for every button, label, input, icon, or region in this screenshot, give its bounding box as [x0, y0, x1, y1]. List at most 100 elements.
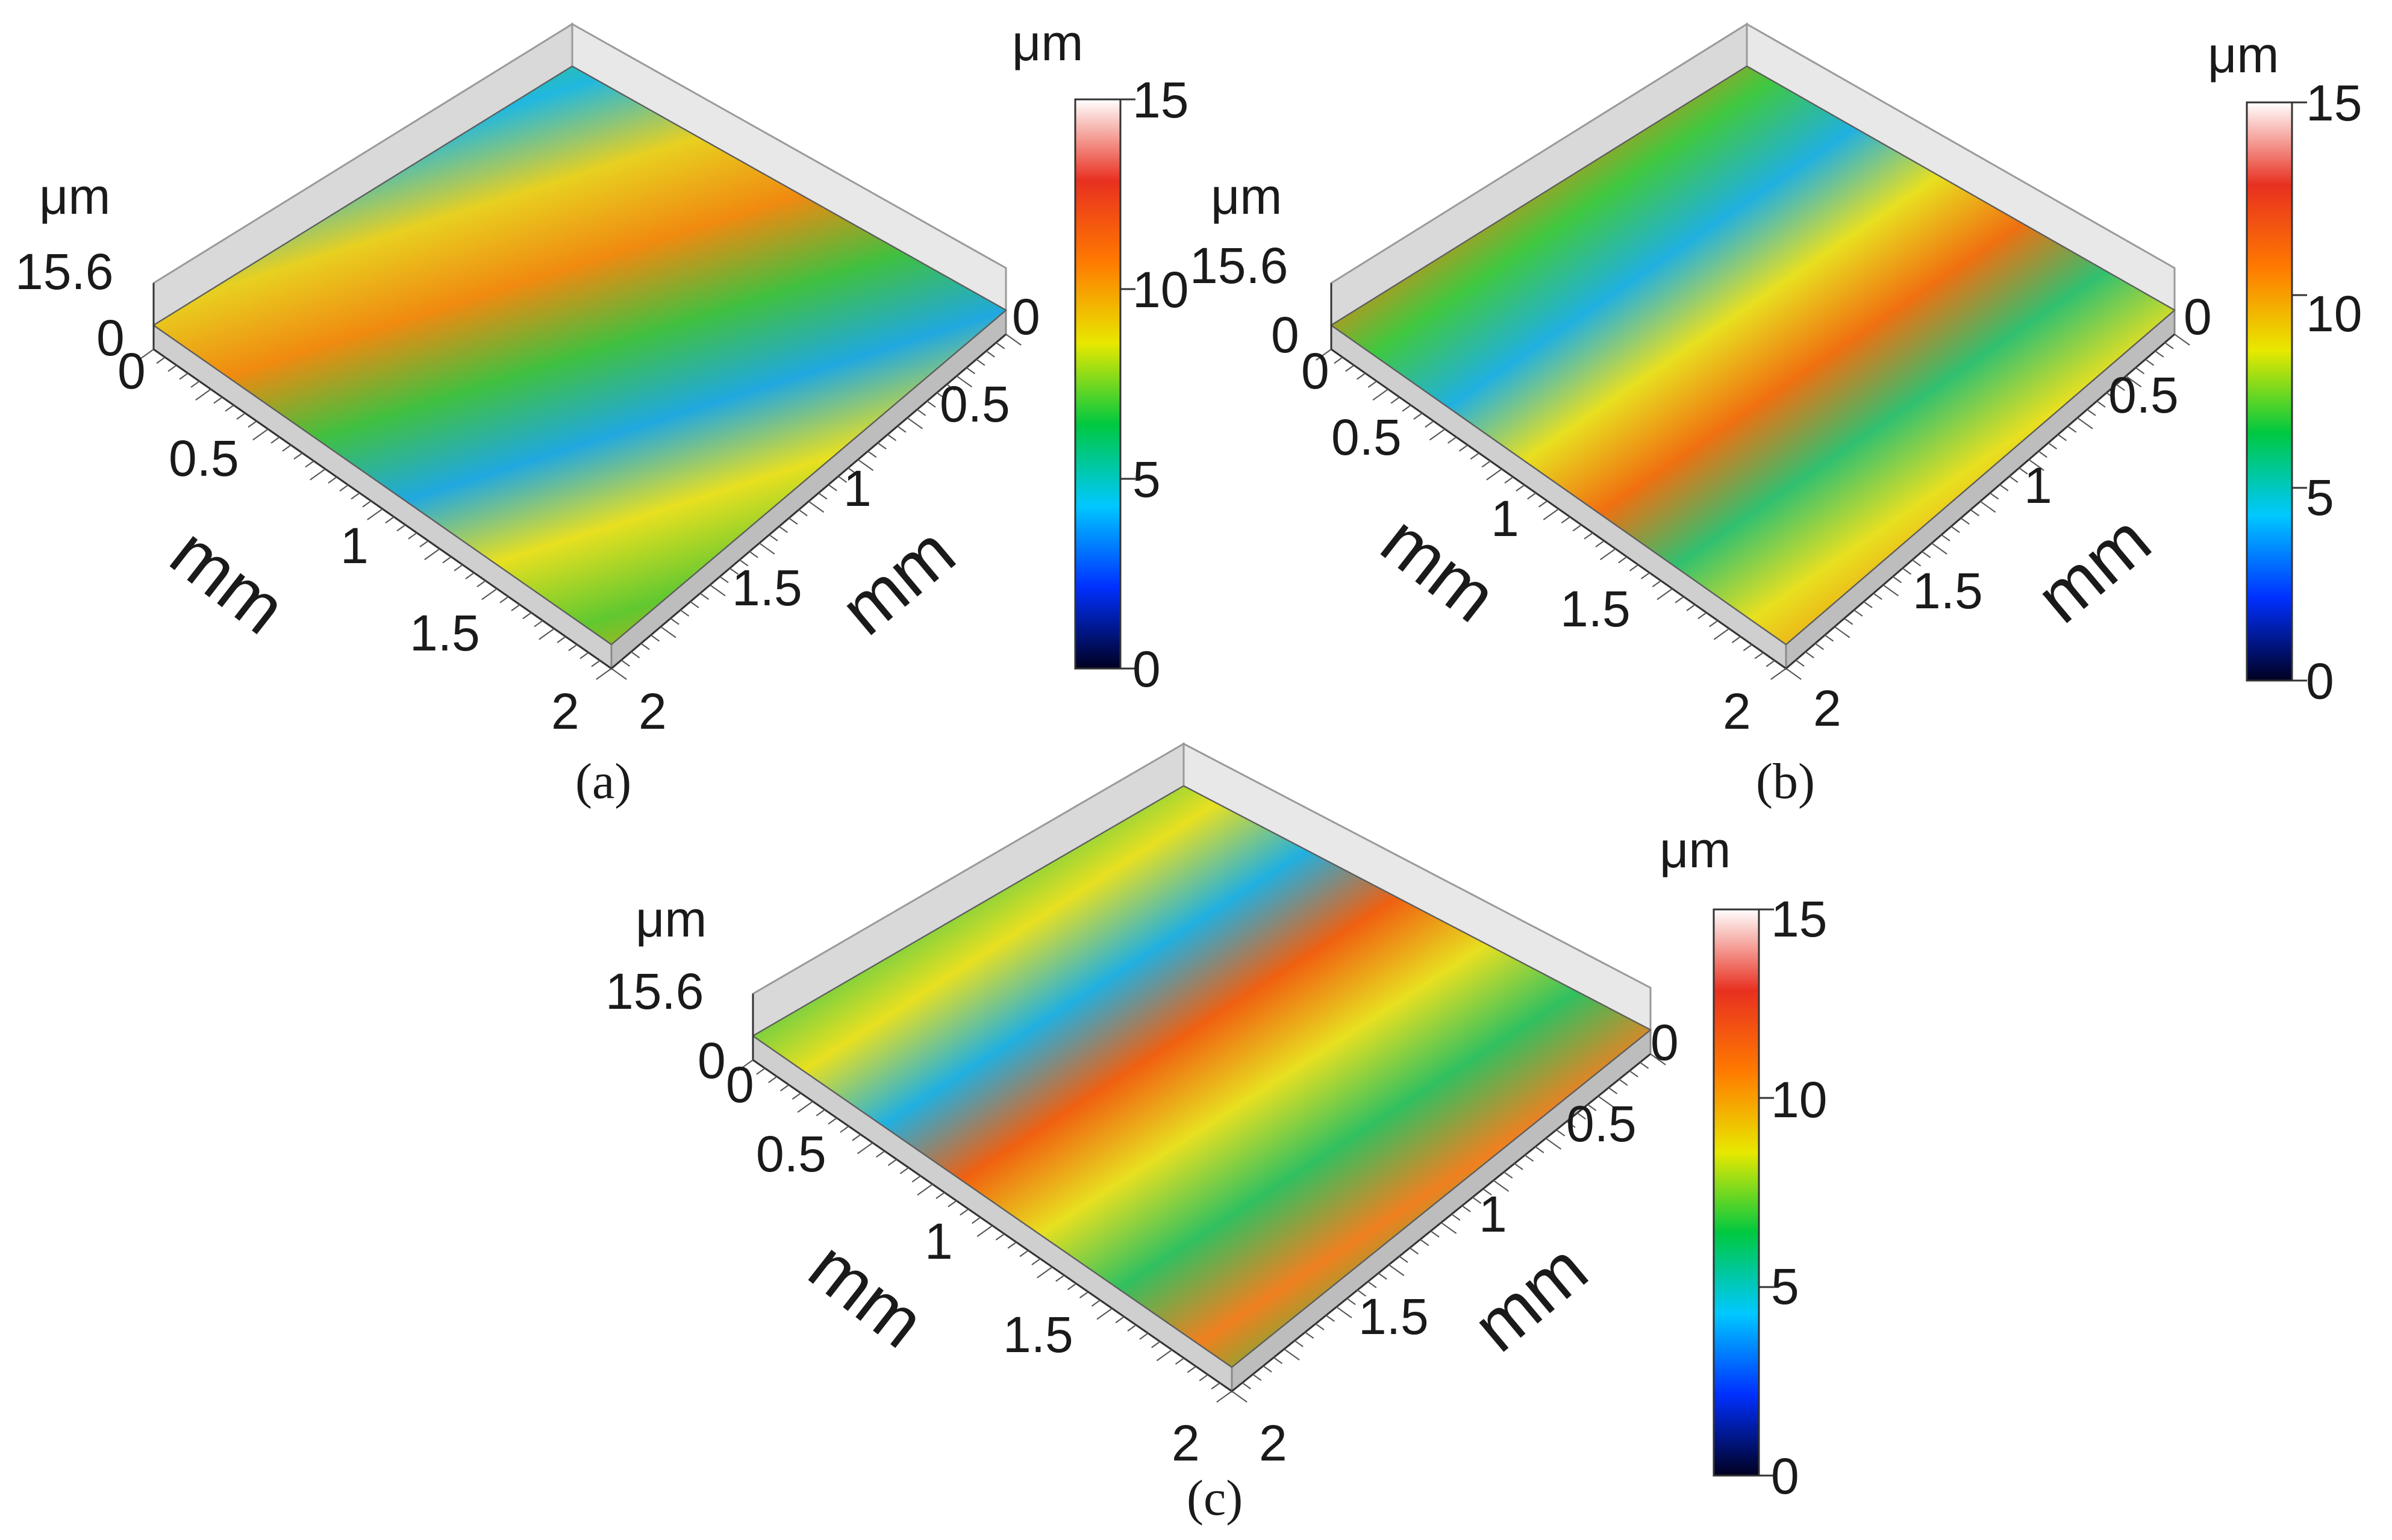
ticks-c-x-tick-34: [1151, 1341, 1161, 1348]
ticks-c-x-tick-1: [756, 1067, 766, 1075]
ticks-c-x-tick-36: [1175, 1358, 1185, 1365]
ticks-b-y-tick-19: [1970, 509, 1979, 517]
ticks-a-x-tick-22: [396, 524, 406, 532]
ticks-a-x-tick-40: [596, 668, 612, 680]
panel-c-colorbar-unit: μm: [1660, 821, 1731, 878]
panel-b-x-unit-label: mm: [1367, 500, 1511, 638]
panel-c-y-tick-1: 0.5: [1566, 1096, 1637, 1152]
panel-b-y-tick-0: 0: [2184, 288, 2212, 345]
ticks-a-x-tick-9: [248, 420, 257, 428]
panel-c-x-tick-1: 0.5: [756, 1126, 826, 1182]
panel-b-x-minor-ticks: [1316, 349, 1787, 680]
ticks-c-y-tick-26: [1504, 1171, 1513, 1179]
ticks-a-y-tick-22: [828, 484, 837, 491]
ticks-a-y-tick-31: [917, 409, 926, 416]
ticks-a-y-tick-26: [867, 450, 877, 458]
ticks-b-y-tick-26: [2038, 450, 2047, 458]
ticks-a-y-tick-8: [690, 601, 699, 608]
ticks-c-x-tick-21: [995, 1233, 1005, 1241]
ticks-c-y-tick-22: [1461, 1205, 1471, 1212]
ticks-a-y-tick-19: [798, 509, 808, 517]
ticks-c-x-tick-31: [1115, 1316, 1125, 1324]
ticks-c-y-tick-20: [1440, 1222, 1457, 1234]
panel-a-z-max-label: 15.6: [15, 243, 114, 300]
panel-a-x-tick-3: 1.5: [410, 605, 480, 661]
ticks-b-y-tick-11: [1892, 576, 1902, 584]
ticks-c-y-tick-12: [1357, 1289, 1367, 1297]
panel-c-colorbar-tick-0: 0: [1771, 1448, 1799, 1504]
ticks-a-y-tick-30: [907, 417, 923, 429]
panel-a-x-tick-4: 2: [551, 683, 579, 740]
ticks-c-x-tick-7: [828, 1117, 837, 1125]
ticks-b-y-tick-8: [1863, 601, 1873, 608]
ticks-a-x-tick-6: [213, 396, 223, 404]
ticks-c-y-tick-38: [1629, 1070, 1638, 1077]
ticks-a-y-tick-3: [640, 643, 650, 650]
ticks-c-y-tick-25: [1493, 1180, 1510, 1192]
ticks-b-y-tick-7: [1853, 609, 1863, 617]
ticks-c-y-tick-8: [1315, 1323, 1325, 1330]
ticks-a-x-tick-5: [195, 388, 211, 401]
ticks-b-x-tick-24: [1595, 540, 1605, 547]
ticks-b-y-tick-17: [1950, 526, 1960, 533]
ticks-c-x-tick-9: [852, 1133, 861, 1141]
panel-c-x-tick-2: 1: [925, 1213, 953, 1270]
panel-b-y-tick-3: 1.5: [1913, 563, 1983, 619]
ticks-a-x-tick-30: [481, 588, 498, 600]
ticks-b-x-tick-30: [1657, 588, 1673, 600]
panel-c-y-unit-label: mm: [1458, 1228, 1602, 1367]
ticks-c-y-tick-40: [1650, 1053, 1666, 1065]
ticks-b-y-tick-13: [1912, 559, 1922, 567]
ticks-a-y-tick-14: [749, 550, 758, 558]
ticks-c-x-tick-0: [737, 1059, 754, 1071]
panel-a-caption: (a): [575, 753, 631, 809]
ticks-b-x-tick-9: [1425, 420, 1434, 428]
ticks-c-x-tick-11: [876, 1150, 885, 1158]
ticks-c-y-tick-15: [1388, 1264, 1405, 1276]
ticks-c-y-tick-23: [1472, 1197, 1482, 1204]
ticks-c-x-tick-13: [899, 1167, 909, 1174]
ticks-a-x-tick-15: [310, 468, 326, 481]
ticks-a-x-tick-37: [568, 644, 578, 652]
ticks-c-y-tick-7: [1305, 1332, 1314, 1339]
panel-b-colorbar-unit: μm: [2208, 26, 2279, 83]
ticks-c-x-tick-26: [1055, 1274, 1065, 1282]
ticks-c-x-tick-39: [1211, 1382, 1220, 1390]
panel-a-colorbar-unit: μm: [1012, 14, 1083, 71]
ticks-c-x-tick-23: [1019, 1250, 1029, 1258]
ticks-b-x-tick-40: [1770, 668, 1787, 680]
ticks-c-x-tick-27: [1067, 1283, 1077, 1291]
ticks-b-y-tick-24: [2019, 467, 2028, 475]
ticks-b-y-tick-2: [1805, 651, 1814, 659]
ticks-c-y-tick-18: [1420, 1239, 1429, 1246]
ticks-a-x-tick-17: [339, 484, 349, 492]
ticks-a-x-tick-13: [293, 452, 303, 460]
ticks-b-x-tick-39: [1766, 659, 1775, 667]
ticks-c-y-tick-3: [1263, 1365, 1272, 1373]
ticks-c-y-tick-4: [1273, 1357, 1283, 1364]
ticks-a-y-tick-28: [887, 434, 897, 441]
ticks-b-x-tick-27: [1629, 564, 1639, 572]
ticks-a-y-tick-36: [966, 367, 976, 375]
ticks-c-x-tick-25: [1037, 1266, 1053, 1279]
ticks-b-y-tick-4: [1824, 634, 1834, 642]
ticks-b-x-tick-10: [1429, 428, 1446, 441]
ticks-c-y-tick-13: [1367, 1281, 1377, 1288]
ticks-a-y-tick-10: [710, 584, 726, 597]
ticks-a-y-tick-32: [926, 401, 936, 408]
ticks-c-x-tick-6: [816, 1109, 825, 1117]
ticks-b-y-tick-5: [1834, 626, 1850, 638]
ticks-b-y-tick-30: [2077, 417, 2093, 429]
ticks-c-y-tick-5: [1284, 1348, 1300, 1361]
ticks-b-x-tick-31: [1675, 596, 1684, 603]
ticks-a-x-tick-29: [476, 580, 486, 588]
ticks-c-y-tick-19: [1430, 1230, 1440, 1238]
ticks-c-x-tick-18: [960, 1208, 969, 1216]
ticks-c-x-tick-2: [768, 1076, 778, 1083]
ticks-a-x-tick-7: [225, 404, 234, 412]
ticks-c-y-tick-33: [1576, 1112, 1586, 1120]
panel-b-y-tick-4: 2: [1813, 680, 1841, 737]
ticks-b-x-tick-12: [1458, 444, 1469, 452]
panel-a-x-unit-label: mm: [156, 512, 301, 650]
